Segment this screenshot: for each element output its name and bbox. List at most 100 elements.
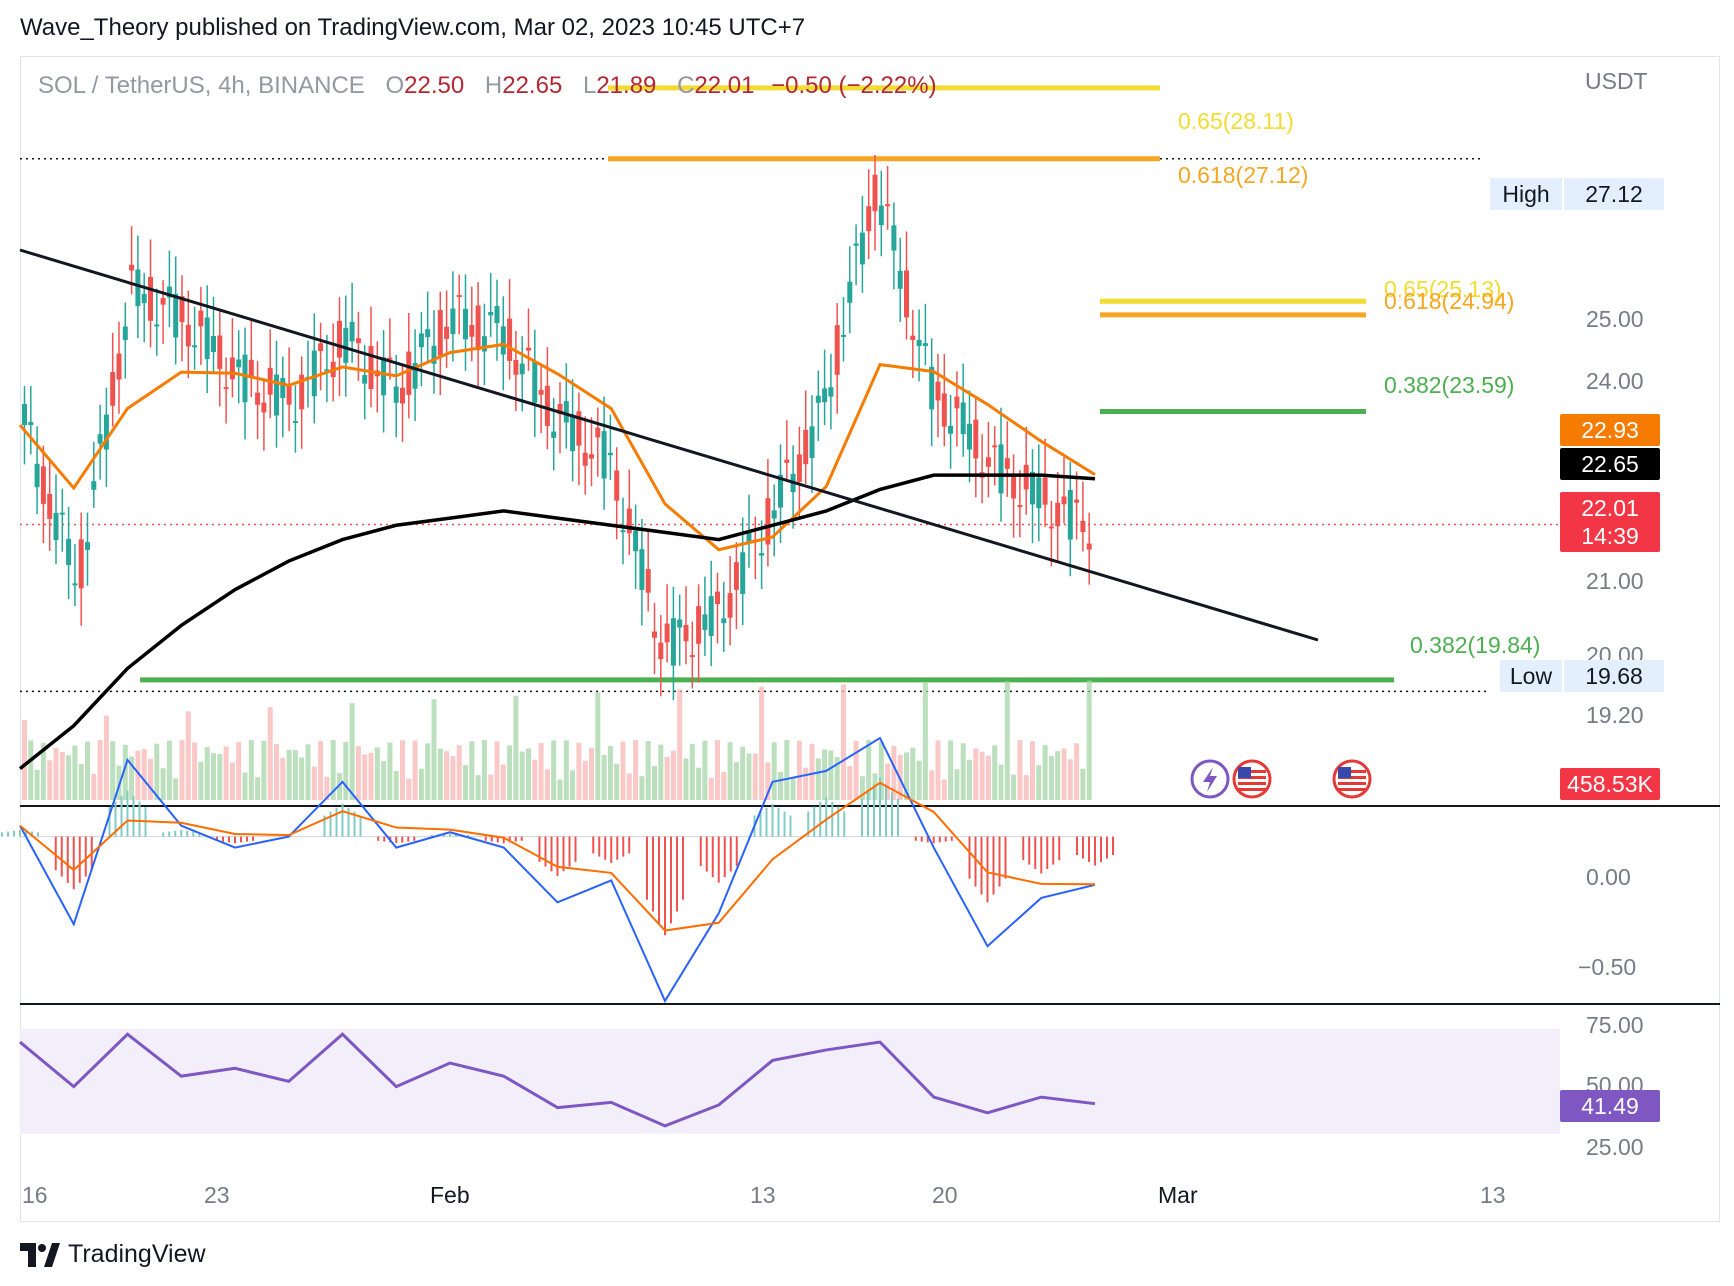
candle-body[interactable] <box>22 403 27 426</box>
candle-body[interactable] <box>110 372 116 406</box>
candle-body[interactable] <box>803 429 809 465</box>
candle-body[interactable] <box>280 377 286 399</box>
candle-body[interactable] <box>601 431 607 479</box>
candle-body[interactable] <box>292 420 298 423</box>
candle-body[interactable] <box>507 318 513 361</box>
candle-body[interactable] <box>721 618 727 624</box>
candle-body[interactable] <box>872 174 878 212</box>
candle-body[interactable] <box>192 345 198 348</box>
candle-body[interactable] <box>179 296 185 323</box>
candle-body[interactable] <box>324 369 330 372</box>
trendline[interactable] <box>19 248 1319 642</box>
candle-body[interactable] <box>910 335 916 341</box>
candle-body[interactable] <box>261 402 267 413</box>
candle-body[interactable] <box>122 326 128 340</box>
candle-body[interactable] <box>891 225 897 251</box>
candle-body[interactable] <box>66 538 72 566</box>
candle-body[interactable] <box>727 593 733 618</box>
candle-body[interactable] <box>154 324 160 327</box>
candle-body[interactable] <box>595 427 601 438</box>
candle-body[interactable] <box>689 655 695 658</box>
candle-body[interactable] <box>1067 490 1073 540</box>
candle-body[interactable] <box>916 339 922 347</box>
candle-body[interactable] <box>853 243 859 246</box>
candle-body[interactable] <box>954 396 960 409</box>
candle-body[interactable] <box>998 444 1004 494</box>
candle-body[interactable] <box>337 320 342 358</box>
candle-body[interactable] <box>393 386 399 403</box>
candle-body[interactable] <box>362 375 368 384</box>
ma-line[interactable] <box>18 473 1096 770</box>
candle-body[interactable] <box>1048 526 1054 529</box>
candle-body[interactable] <box>481 336 487 352</box>
candle-body[interactable] <box>53 512 59 541</box>
candle-body[interactable] <box>286 384 292 405</box>
candle-body[interactable] <box>217 335 223 369</box>
candle-body[interactable] <box>500 326 506 355</box>
candle-body[interactable] <box>343 327 349 363</box>
symbol-label[interactable]: SOL / TetherUS, 4h, BINANCE <box>38 72 365 99</box>
candle-body[interactable] <box>557 403 563 415</box>
candle-body[interactable] <box>387 357 393 360</box>
candle-body[interactable] <box>992 445 998 448</box>
candle-body[interactable] <box>1036 477 1042 509</box>
candle-body[interactable] <box>570 414 576 452</box>
candle-body[interactable] <box>355 338 361 344</box>
candle-body[interactable] <box>72 583 78 586</box>
candle-body[interactable] <box>463 308 468 340</box>
candle-body[interactable] <box>368 346 374 389</box>
candle-body[interactable] <box>47 494 53 519</box>
candle-body[interactable] <box>116 353 122 380</box>
candle-body[interactable] <box>431 345 437 364</box>
candle-body[interactable] <box>204 317 210 360</box>
candle-body[interactable] <box>985 457 991 467</box>
candle-body[interactable] <box>1086 543 1092 550</box>
rsi-line[interactable] <box>19 1032 1096 1128</box>
candle-body[interactable] <box>639 549 645 590</box>
candle-body[interactable] <box>948 425 954 434</box>
candle-body[interactable] <box>664 623 670 643</box>
ema-line[interactable] <box>18 342 1096 552</box>
candle-body[interactable] <box>299 374 305 410</box>
candle-body[interactable] <box>708 596 714 636</box>
candle-body[interactable] <box>796 454 802 482</box>
candle-body[interactable] <box>166 286 172 298</box>
candle-body[interactable] <box>759 553 765 556</box>
candle-body[interactable] <box>513 359 519 375</box>
candle-body[interactable] <box>532 361 538 403</box>
candle-body[interactable] <box>248 359 254 377</box>
candle-body[interactable] <box>645 569 651 593</box>
candle-body[interactable] <box>677 619 683 628</box>
candle-body[interactable] <box>1074 499 1080 503</box>
candle-body[interactable] <box>967 423 972 450</box>
candle-body[interactable] <box>198 310 204 327</box>
candle-body[interactable] <box>538 389 544 395</box>
candle-body[interactable] <box>1061 496 1067 505</box>
candle-body[interactable] <box>135 269 141 307</box>
candle-body[interactable] <box>904 270 909 318</box>
candle-body[interactable] <box>929 366 935 410</box>
candle-body[interactable] <box>1004 458 1010 469</box>
us-flag-icon[interactable] <box>1232 759 1272 799</box>
candle-body[interactable] <box>255 392 261 405</box>
candle-body[interactable] <box>614 470 620 501</box>
candle-body[interactable] <box>418 333 424 348</box>
candle-body[interactable] <box>526 347 531 351</box>
candle-body[interactable] <box>28 422 34 426</box>
candle-body[interactable] <box>494 305 500 324</box>
candle-body[interactable] <box>40 466 46 504</box>
candle-body[interactable] <box>935 381 941 401</box>
candle-body[interactable] <box>406 351 412 395</box>
candle-body[interactable] <box>652 631 657 638</box>
candle-body[interactable] <box>91 481 97 490</box>
candle-body[interactable] <box>400 387 405 404</box>
candle-body[interactable] <box>160 298 166 305</box>
candle-body[interactable] <box>242 354 248 403</box>
candle-body[interactable] <box>450 308 456 335</box>
candle-body[interactable] <box>733 562 739 590</box>
candle-body[interactable] <box>626 508 632 534</box>
candle-body[interactable] <box>551 431 557 438</box>
candle-body[interactable] <box>809 426 815 459</box>
candle-body[interactable] <box>129 264 135 271</box>
candle-body[interactable] <box>437 310 443 356</box>
